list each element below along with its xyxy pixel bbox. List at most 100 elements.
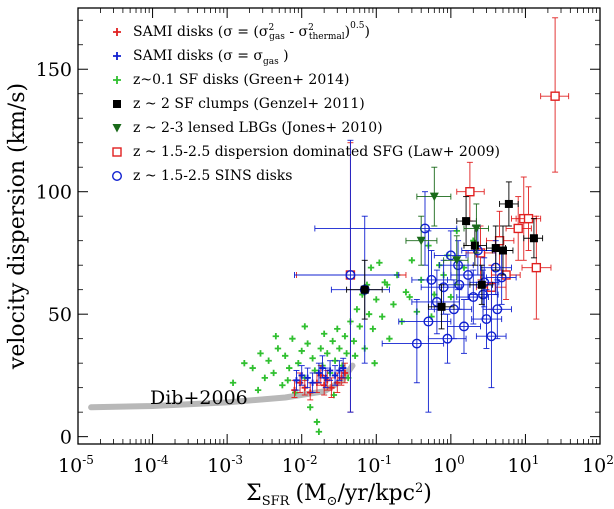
x-tick-label: 101	[508, 453, 540, 477]
data-point	[369, 325, 377, 333]
data-point	[531, 262, 542, 273]
data-point	[281, 352, 289, 360]
data-point	[336, 345, 343, 352]
data-point	[324, 350, 331, 357]
y-axis-label: velocity dispersion (km/s)	[5, 83, 30, 370]
data-point	[356, 323, 363, 330]
data-point	[504, 199, 513, 208]
x-tick-label: 10-3	[207, 453, 243, 477]
data-point	[298, 372, 305, 379]
legend-label: SAMI disks (σ = (σ2 gas - σ2 thermal)0.5)	[133, 21, 370, 42]
legend-symbol	[112, 124, 122, 133]
data-point	[411, 338, 422, 349]
data-point	[284, 377, 291, 384]
data-point	[423, 316, 434, 327]
data-point	[309, 379, 316, 386]
x-axis-label-unit-mid: /yr/kpc	[337, 481, 415, 506]
data-point	[367, 264, 375, 271]
data-point	[301, 323, 309, 330]
axis-ticks: 10-5 10-4 10-3 10-2 10-1 100 101 102 0 50 100 150	[36, 8, 614, 477]
x-tick-label: 100	[433, 453, 465, 477]
data-point	[351, 352, 359, 360]
legend-label: z ~ 1.5-2.5 SINS disks	[133, 168, 292, 184]
data-point	[429, 192, 439, 202]
x-axis-label-sun: ⊙	[327, 494, 338, 509]
data-point	[265, 357, 272, 364]
data-point	[328, 384, 335, 391]
data-point	[272, 333, 280, 340]
data-point	[304, 374, 311, 382]
series-2	[229, 227, 477, 435]
data-point	[298, 347, 305, 355]
y-tick-label: 100	[36, 182, 72, 204]
data-point	[468, 292, 479, 303]
data-point	[529, 234, 538, 243]
data-point	[470, 241, 479, 250]
data-point	[295, 359, 302, 367]
data-point	[402, 288, 410, 296]
x-axis-label-superscript: 2	[415, 481, 423, 496]
data-point	[336, 367, 343, 374]
data-point	[309, 355, 316, 362]
data-point	[279, 382, 286, 389]
data-point	[353, 306, 361, 313]
x-tick-label: 10-4	[133, 453, 169, 477]
data-point	[373, 296, 380, 303]
data-point	[343, 350, 350, 357]
data-point	[229, 379, 237, 386]
data-point	[293, 377, 300, 384]
data-point	[286, 364, 293, 372]
data-point	[345, 269, 356, 280]
data-point	[341, 333, 349, 340]
data-point	[317, 345, 324, 352]
legend-label: SAMI disks (σ = σgas )	[133, 48, 289, 67]
data-point	[326, 367, 334, 374]
data-point	[315, 428, 323, 435]
data-point	[254, 386, 262, 394]
legend-symbol	[112, 147, 122, 157]
legend-symbol	[113, 100, 121, 108]
data-point	[498, 246, 507, 255]
data-point	[257, 350, 264, 357]
legend-label: z ~ 1.5-2.5 dispersion dominated SFG (La…	[133, 144, 500, 160]
dib-annotation: Dib+2006	[150, 387, 248, 409]
data-point	[426, 274, 437, 285]
x-axis-label-symbol: Σ	[246, 481, 262, 506]
data-point	[322, 374, 329, 382]
data-point	[478, 289, 489, 300]
data-point	[307, 404, 314, 411]
data-point	[365, 310, 373, 318]
data-point	[249, 364, 256, 372]
x-axis-label-subscript: SFR	[262, 494, 291, 509]
data-point	[437, 302, 446, 311]
legend-symbol	[113, 76, 121, 84]
data-point	[241, 359, 248, 367]
data-point	[419, 223, 430, 234]
y-tick-label: 0	[60, 427, 72, 449]
data-point	[329, 337, 336, 345]
data-point	[386, 335, 393, 342]
data-point	[416, 236, 426, 246]
data-point	[465, 187, 475, 197]
data-point	[550, 91, 560, 101]
data-point	[304, 340, 311, 347]
y-tick-label: 150	[36, 59, 72, 81]
data-point	[383, 281, 391, 288]
data-point	[496, 272, 507, 283]
data-point	[334, 325, 341, 333]
data-point	[390, 301, 397, 308]
data-point	[513, 223, 523, 234]
x-axis-label-unit-open: (M	[295, 481, 326, 506]
data-point	[313, 418, 321, 426]
data-point	[481, 314, 492, 325]
data-point	[452, 256, 462, 265]
data-point	[376, 259, 383, 266]
data-point	[339, 364, 347, 372]
data-point	[458, 321, 469, 332]
y-tick-label: 50	[48, 304, 72, 326]
legend-label: z ~ 2-3 lensed LBGs (Jones+ 2010)	[133, 120, 383, 136]
data-point	[447, 293, 455, 301]
legend-symbol	[113, 52, 121, 60]
data-point	[406, 293, 413, 301]
